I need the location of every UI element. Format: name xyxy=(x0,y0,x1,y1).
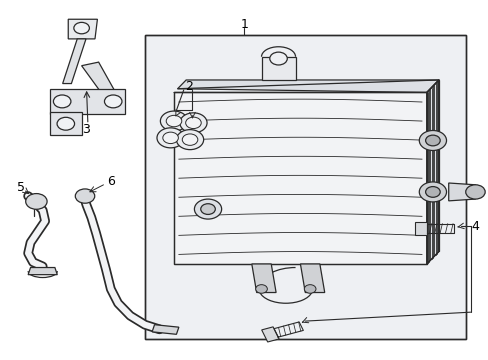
Polygon shape xyxy=(62,39,86,84)
Circle shape xyxy=(160,111,187,131)
Polygon shape xyxy=(414,222,426,235)
Text: 3: 3 xyxy=(82,123,90,136)
Circle shape xyxy=(194,199,221,219)
Circle shape xyxy=(425,135,439,146)
Circle shape xyxy=(255,285,267,293)
Text: 4: 4 xyxy=(470,220,478,233)
Circle shape xyxy=(57,117,74,130)
Text: 6: 6 xyxy=(107,175,115,188)
Polygon shape xyxy=(68,19,97,39)
Polygon shape xyxy=(300,264,324,293)
Circle shape xyxy=(166,115,182,127)
Text: 2: 2 xyxy=(184,80,192,93)
Text: 1: 1 xyxy=(240,18,248,31)
Polygon shape xyxy=(50,112,81,135)
Bar xyxy=(144,35,465,339)
Polygon shape xyxy=(448,183,474,201)
Polygon shape xyxy=(50,89,125,114)
Circle shape xyxy=(185,117,201,129)
Circle shape xyxy=(26,194,47,209)
Polygon shape xyxy=(251,264,276,293)
Circle shape xyxy=(201,204,215,215)
Circle shape xyxy=(180,113,206,133)
Circle shape xyxy=(269,52,287,65)
Polygon shape xyxy=(174,93,426,264)
Bar xyxy=(144,35,465,339)
Polygon shape xyxy=(28,267,57,275)
Circle shape xyxy=(53,95,71,108)
Circle shape xyxy=(163,132,178,144)
Circle shape xyxy=(465,185,484,199)
Polygon shape xyxy=(152,325,179,334)
Circle shape xyxy=(304,285,315,293)
Circle shape xyxy=(104,95,122,108)
Polygon shape xyxy=(426,80,438,264)
Circle shape xyxy=(425,186,439,197)
Polygon shape xyxy=(177,80,438,93)
Polygon shape xyxy=(261,327,279,342)
Circle shape xyxy=(74,22,89,34)
Polygon shape xyxy=(81,62,116,93)
Circle shape xyxy=(157,128,184,148)
Circle shape xyxy=(418,182,446,202)
Circle shape xyxy=(75,189,95,203)
Polygon shape xyxy=(261,57,295,80)
Circle shape xyxy=(418,130,446,150)
Bar xyxy=(144,35,465,339)
Text: 5: 5 xyxy=(17,181,25,194)
Circle shape xyxy=(182,134,198,145)
Circle shape xyxy=(176,130,203,150)
